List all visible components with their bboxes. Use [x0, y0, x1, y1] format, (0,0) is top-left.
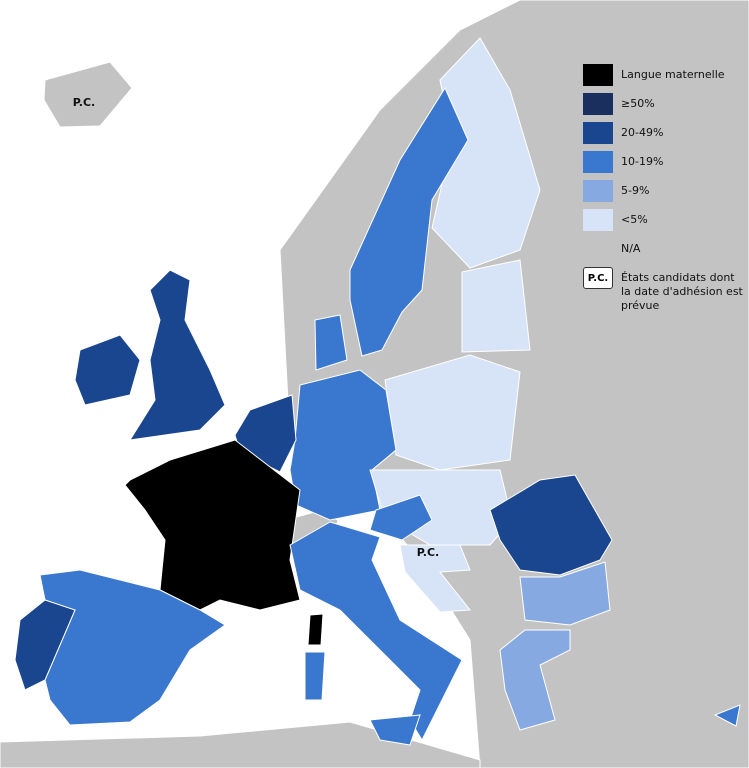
- legend-row: 20-49%: [583, 122, 749, 144]
- iceland: [43, 61, 133, 128]
- legend-label: États candidats dont la date d'adhésion …: [621, 271, 743, 312]
- africa: [0, 721, 481, 768]
- legend: Langue maternelle ≥50% 20-49% 10-19% 5-9% <5%…: [583, 64, 749, 320]
- legend-row: ≥50%: [583, 93, 749, 115]
- map-label: P.C.: [73, 96, 95, 109]
- sicily: [369, 714, 421, 746]
- legend-row: 10-19%: [583, 151, 749, 173]
- legend-swatch: [583, 122, 613, 144]
- greece: [499, 629, 571, 731]
- italy: [289, 521, 463, 742]
- legend-label: 5-9%: [621, 184, 650, 197]
- ireland: [74, 334, 141, 406]
- bulgaria: [519, 561, 611, 626]
- sardinia: [304, 651, 326, 701]
- croatia: [399, 544, 471, 613]
- legend-row: N/A: [583, 238, 749, 260]
- legend-swatch: P.C.: [583, 267, 613, 289]
- legend-swatch: [583, 93, 613, 115]
- poland: [384, 354, 521, 471]
- legend-row: P.C. États candidats dont la date d'adhés…: [583, 267, 749, 313]
- sweden: [349, 86, 469, 357]
- legend-row: <5%: [583, 209, 749, 231]
- legend-label: 10-19%: [621, 155, 664, 168]
- map-label: P.C.: [417, 546, 439, 559]
- corsica: [307, 613, 324, 646]
- legend-label: N/A: [621, 242, 641, 255]
- portugal: [14, 599, 76, 691]
- legend-label: ≥50%: [621, 97, 655, 110]
- france: [124, 439, 301, 611]
- legend-swatch: [583, 209, 613, 231]
- baltics: [461, 259, 531, 353]
- legend-swatch: [583, 238, 613, 260]
- legend-label: <5%: [621, 213, 648, 226]
- united-kingdom: [129, 269, 226, 441]
- legend-swatch: [583, 180, 613, 202]
- romania: [489, 474, 613, 576]
- legend-swatch: [583, 151, 613, 173]
- legend-row: 5-9%: [583, 180, 749, 202]
- legend-label: Langue maternelle: [621, 68, 725, 81]
- denmark: [314, 314, 348, 371]
- legend-swatch: [583, 64, 613, 86]
- legend-label: 20-49%: [621, 126, 664, 139]
- cyprus: [713, 704, 741, 727]
- austria: [369, 494, 433, 541]
- legend-row: Langue maternelle: [583, 64, 749, 86]
